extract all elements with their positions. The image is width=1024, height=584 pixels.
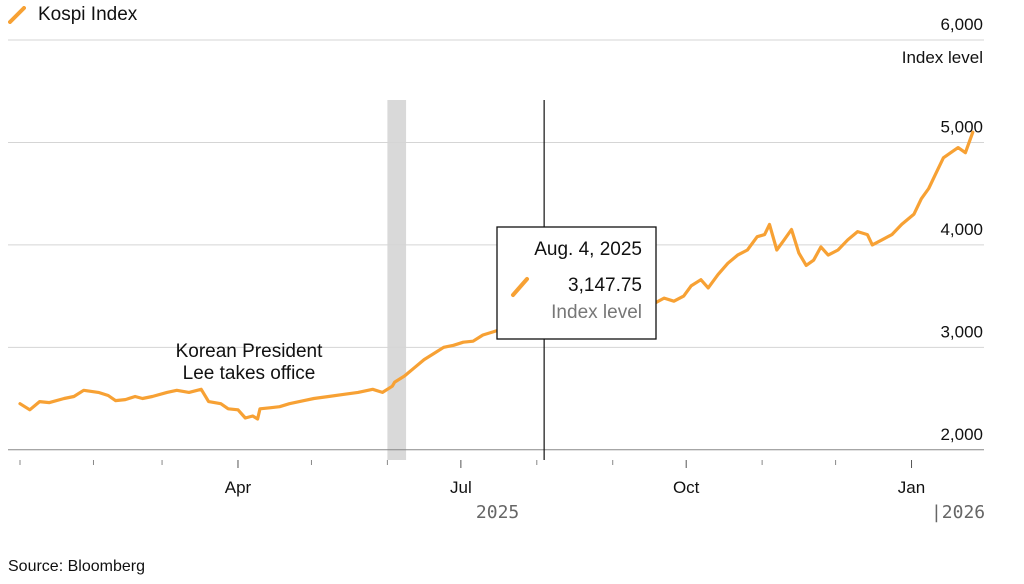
y-tick-label: 5,000: [940, 117, 983, 136]
tooltip-date: Aug. 4, 2025: [534, 239, 642, 260]
tooltip-line-icon: [511, 277, 529, 297]
annotation-line-2: Lee takes office: [183, 363, 316, 384]
y-tick-label: 4,000: [940, 220, 983, 239]
legend-label: Kospi Index: [38, 4, 138, 25]
annotation-line-1: Korean President: [176, 341, 324, 362]
x-tick-label: Jan: [898, 478, 925, 497]
legend: Kospi Index: [8, 4, 137, 26]
y-tick-label: 6,000: [940, 15, 983, 34]
legend-line-icon: [8, 6, 26, 24]
y-tick-label: 3,000: [940, 322, 983, 341]
y-axis-label: Index level: [902, 48, 983, 67]
year-label: 2025: [476, 502, 519, 523]
x-tick-label: Apr: [225, 478, 252, 497]
tooltip-value: 3,147.75: [568, 275, 642, 296]
x-tick-label: Jul: [450, 478, 472, 497]
x-tick-label: Oct: [673, 478, 700, 497]
y-tick-label: 2,000: [940, 425, 983, 444]
tooltip-unit: Index level: [551, 302, 642, 323]
year-label: |2026: [931, 502, 985, 523]
highlight-band: [387, 100, 407, 460]
source-note: Source: Bloomberg: [8, 558, 145, 575]
